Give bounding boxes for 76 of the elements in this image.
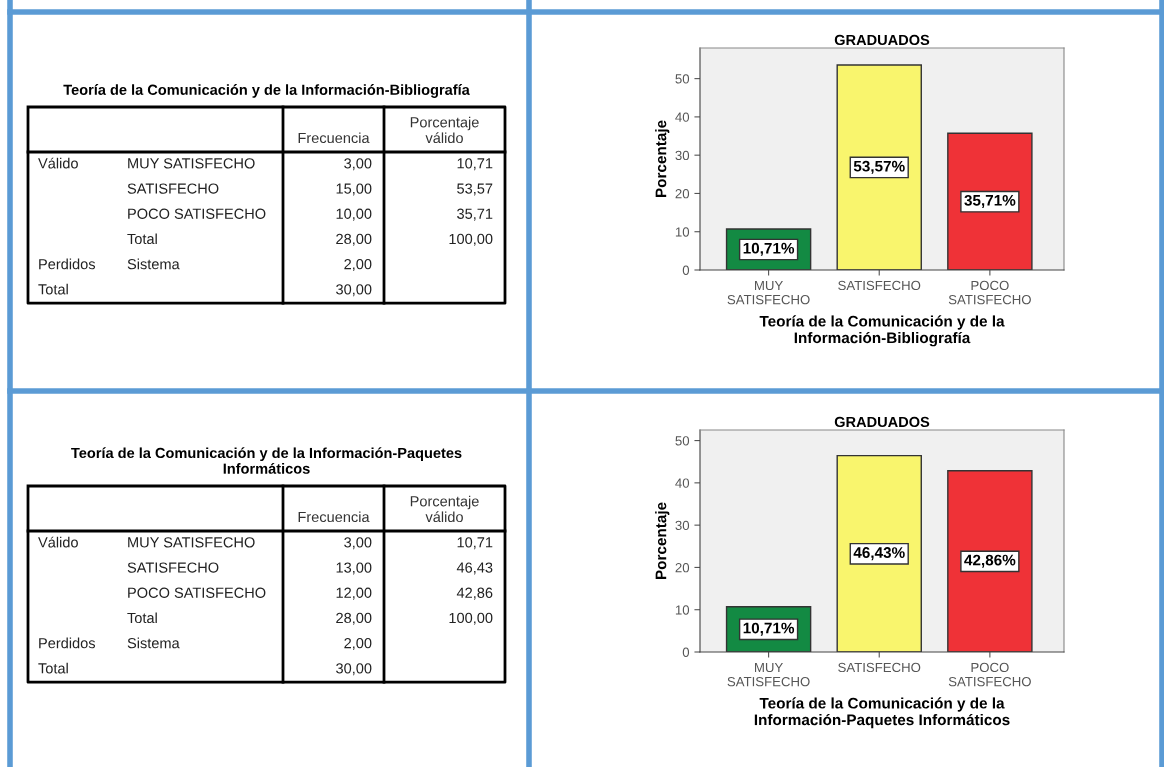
text: 53,57 <box>457 183 493 196</box>
text: Total <box>127 612 157 624</box>
text: 13,00 <box>336 562 372 575</box>
x-axis-title: Teoría de la Comunicación y de la Información-Paquetes Informáticos <box>754 697 1010 729</box>
x-tick-label: POCO SATISFECHO <box>948 662 1031 687</box>
x-tick-label: MUY SATISFECHO <box>727 280 810 305</box>
chart-title: GRADUADOS <box>834 416 930 428</box>
text: 28,00 <box>336 233 372 246</box>
data-label: 10,71% <box>743 622 795 636</box>
bar <box>947 132 1033 270</box>
y-tick-label: 30 <box>675 520 690 531</box>
text: POCO SATISFECHO <box>128 587 266 598</box>
text: 28,00 <box>336 612 372 625</box>
text: 30,00 <box>336 663 372 676</box>
category-label: Porcentaje válido <box>410 116 479 144</box>
category-label: Frecuencia <box>298 511 370 523</box>
data-label: 46,43% <box>853 547 905 561</box>
category-label: Frecuencia <box>298 132 370 144</box>
y-tick-label: 0 <box>682 647 690 657</box>
text: Teoría de la Comunicación y de la Información-Paquetes Informáticos <box>71 447 462 474</box>
y-tick-label: 10 <box>675 227 690 237</box>
x-tick-label: SATISFECHO <box>838 280 921 291</box>
data-label: 53,57% <box>853 160 905 174</box>
text: Perdidos <box>39 637 96 649</box>
text: 100,00 <box>449 612 493 625</box>
y-tick-label: 10 <box>675 605 690 615</box>
bar <box>947 470 1033 652</box>
x-tick-label: POCO SATISFECHO <box>948 280 1031 305</box>
text: 10,00 <box>336 208 372 221</box>
text: Válido <box>38 157 78 169</box>
text: 3,00 <box>344 158 372 171</box>
text: 15,00 <box>336 183 372 196</box>
x-tick-label: SATISFECHO <box>838 662 921 673</box>
text: 2,00 <box>344 258 372 272</box>
y-tick-label: 30 <box>675 150 690 161</box>
chart-title: GRADUADOS <box>834 34 930 46</box>
text: SATISFECHO <box>127 562 219 573</box>
text: Sistema <box>127 258 180 270</box>
text: 2,00 <box>344 637 372 651</box>
y-tick-label: 20 <box>675 189 690 199</box>
text: Válido <box>38 536 78 548</box>
text: 10,71 <box>457 537 493 550</box>
text: Total <box>127 233 157 245</box>
text: MUY SATISFECHO <box>128 537 255 548</box>
y-tick-label: 20 <box>675 563 690 573</box>
text: 42,86 <box>456 587 493 600</box>
text: Perdidos <box>39 258 96 270</box>
text: 30,00 <box>336 284 372 297</box>
y-tick-label: 50 <box>675 74 690 84</box>
bar <box>836 64 922 270</box>
text: Total <box>38 662 68 674</box>
text: MUY SATISFECHO <box>128 158 255 169</box>
text: Sistema <box>127 637 180 649</box>
text: 46,43 <box>456 562 493 575</box>
data-label: 35,71% <box>964 194 1016 208</box>
data-label: 42,86% <box>964 554 1016 568</box>
bar <box>836 454 922 652</box>
y-tick-label: 40 <box>675 478 690 488</box>
y-tick-label: 0 <box>682 265 690 275</box>
y-axis-title: Porcentaje <box>655 502 670 580</box>
x-tick-label: MUY SATISFECHO <box>727 662 810 687</box>
text: 12,00 <box>336 587 372 600</box>
data-label: 10,71% <box>743 242 795 256</box>
text: 100,00 <box>449 233 493 246</box>
text: 3,00 <box>344 537 372 550</box>
x-axis-title: Teoría de la Comunicación y de la Información-Bibliografía <box>759 315 1005 347</box>
y-tick-label: 50 <box>675 436 690 446</box>
text: SATISFECHO <box>127 183 219 194</box>
text: Teoría de la Comunicación y de la Información-Bibliografía <box>63 84 470 98</box>
text: 10,71 <box>457 158 493 171</box>
y-axis-title: Porcentaje <box>655 120 670 198</box>
text: 35,71 <box>457 208 493 221</box>
text: Total <box>38 283 68 295</box>
y-tick-label: 40 <box>675 112 690 122</box>
text: POCO SATISFECHO <box>128 208 266 219</box>
category-label: Porcentaje válido <box>410 495 479 523</box>
